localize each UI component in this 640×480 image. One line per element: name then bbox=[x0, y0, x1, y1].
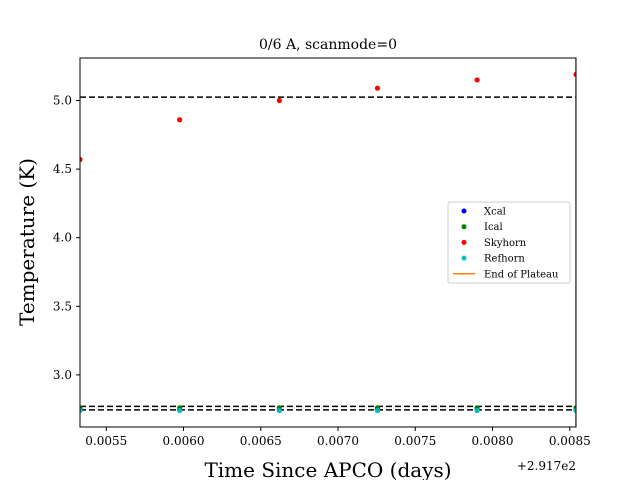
skyhorn-point bbox=[177, 117, 183, 123]
x-tick-label: 0.0075 bbox=[394, 434, 436, 448]
refhorn-point bbox=[374, 407, 381, 414]
legend-marker-ical bbox=[461, 224, 467, 230]
x-axis-label: Time Since APCO (days) bbox=[204, 458, 451, 480]
x-tick-label: 0.0055 bbox=[85, 434, 127, 448]
legend-marker-skyhorn bbox=[461, 239, 467, 245]
x-tick-label: 0.0070 bbox=[317, 434, 359, 448]
y-tick-label: 4.0 bbox=[53, 231, 72, 245]
skyhorn-point bbox=[474, 77, 480, 83]
axes: 0.0055 0.0060 0.0065 0.0070 0.0075 0.0080 0.00… bbox=[53, 57, 591, 448]
x-tick-label: 0.0060 bbox=[163, 434, 205, 448]
plot-area bbox=[80, 58, 576, 427]
refhorn-point bbox=[177, 407, 183, 414]
legend: Xcal Ical Skyhorn Refhorn End of Plateau bbox=[447, 201, 571, 284]
y-tick-label: 5.0 bbox=[53, 94, 72, 108]
chart-title: 0/6 A, scanmode=0 bbox=[259, 37, 397, 53]
y-tick-label: 4.5 bbox=[53, 162, 72, 176]
legend-label-end-of-plateau: End of Plateau bbox=[484, 269, 559, 280]
y-tick-label: 3.0 bbox=[53, 368, 72, 382]
x-tick-label: 0.0065 bbox=[240, 434, 282, 448]
skyhorn-point bbox=[276, 97, 282, 104]
x-axis-offset-label: +2.917e2 bbox=[517, 459, 576, 473]
y-tick-label: 3.5 bbox=[53, 299, 72, 313]
x-tick-label: 0.0085 bbox=[549, 434, 591, 448]
legend-marker-xcal bbox=[461, 208, 467, 214]
refhorn-point bbox=[276, 407, 282, 414]
legend-label-refhorn: Refhorn bbox=[484, 254, 525, 265]
skyhorn-point bbox=[573, 71, 576, 78]
y-axis-label: Temperature (K) bbox=[15, 158, 39, 326]
legend-label-xcal: Xcal bbox=[484, 207, 506, 218]
legend-marker-refhorn bbox=[461, 255, 467, 261]
refhorn-point bbox=[80, 407, 83, 414]
legend-label-skyhorn: Skyhorn bbox=[484, 238, 527, 249]
plot-frame bbox=[79, 57, 577, 428]
skyhorn-point bbox=[374, 85, 381, 91]
x-tick-label: 0.0080 bbox=[472, 434, 514, 448]
skyhorn-point bbox=[80, 156, 83, 163]
refhorn-point bbox=[474, 407, 480, 414]
legend-label-ical: Ical bbox=[484, 222, 503, 233]
legend-box bbox=[447, 201, 571, 284]
refhorn-point bbox=[573, 407, 576, 414]
